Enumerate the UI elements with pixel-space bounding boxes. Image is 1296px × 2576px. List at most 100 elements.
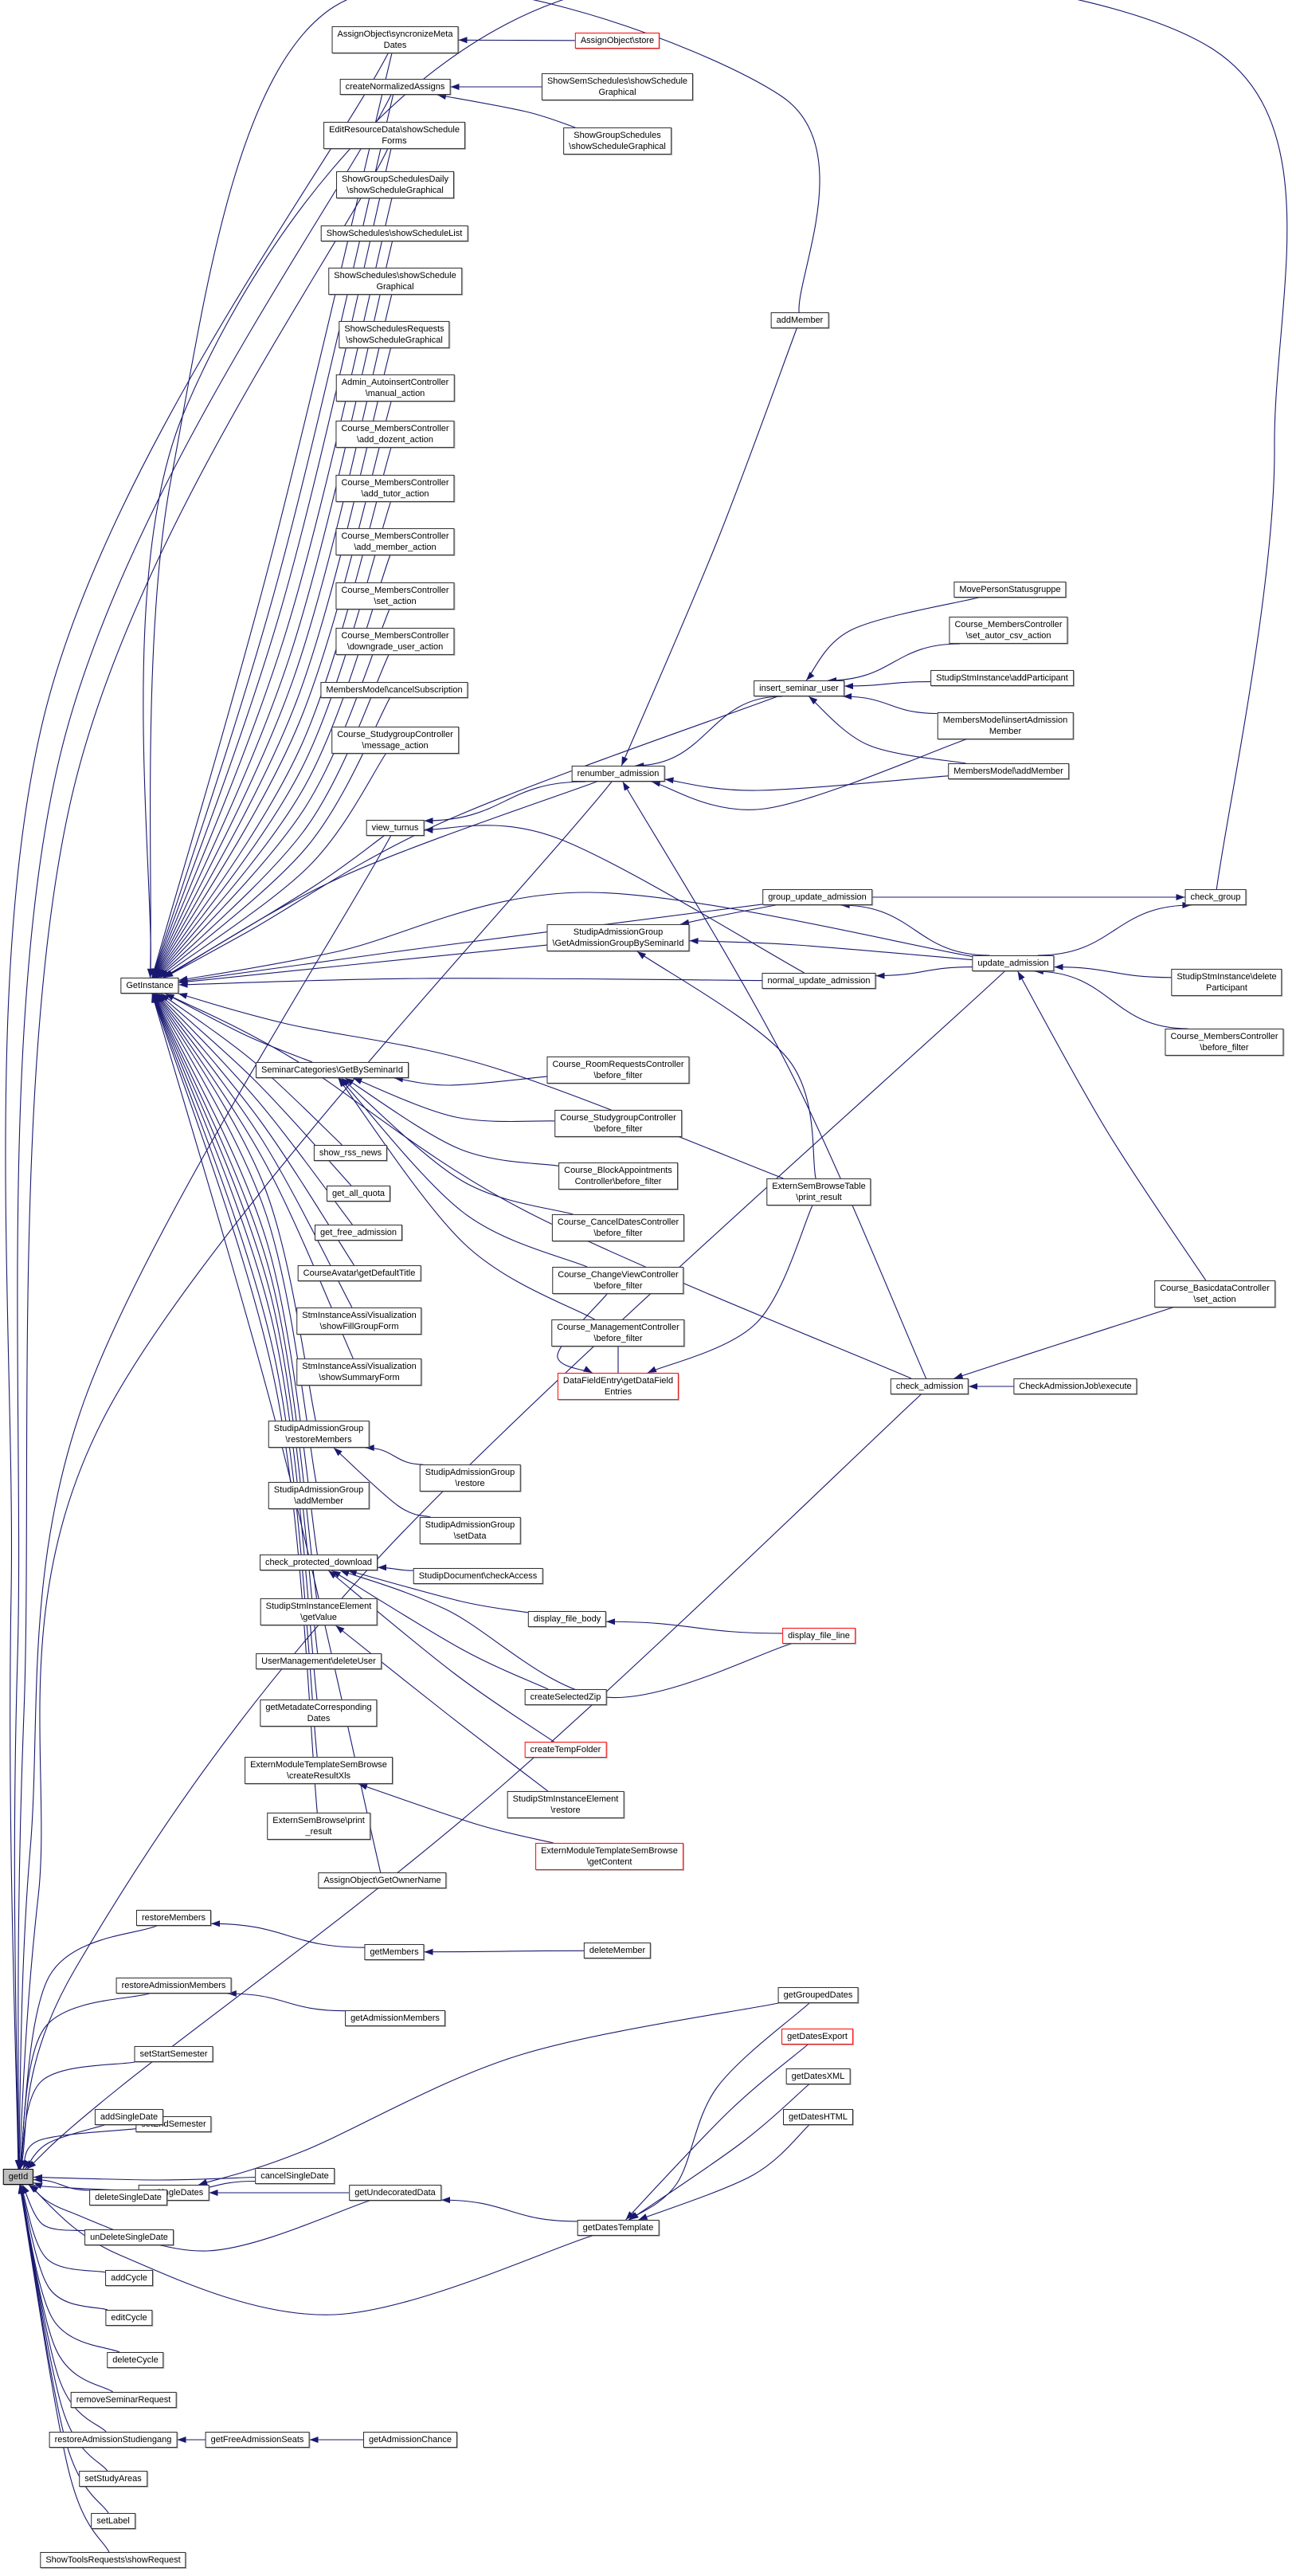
- graph-node-admin_auto[interactable]: Admin_AutoinsertController \manual_action: [335, 374, 455, 402]
- graph-node-cm_tutor[interactable]: Course_MembersController \add_tutor_actio…: [335, 474, 455, 503]
- graph-node-sd_checkacc[interactable]: StudipDocument\checkAccess: [413, 1567, 543, 1585]
- graph-node-showsem[interactable]: ShowSemSchedules\showSchedule Graphical: [541, 73, 694, 101]
- graph-node-getdatestpl[interactable]: getDatesTemplate: [577, 2219, 660, 2237]
- graph-node-ssl[interactable]: ShowSchedules\showScheduleList: [320, 225, 468, 242]
- graph-node-assign_owner[interactable]: AssignObject\GetOwnerName: [318, 1872, 447, 1889]
- graph-node-hub_getid[interactable]: getId: [2, 2168, 34, 2186]
- graph-node-ssr[interactable]: ShowSchedulesRequests \showScheduleGraphi…: [339, 320, 450, 349]
- graph-node-course_block[interactable]: Course_BlockAppointments Controller\befor…: [558, 1162, 678, 1190]
- graph-node-create_zip[interactable]: createSelectedZip: [524, 1688, 607, 1706]
- graph-node-getfreeseats[interactable]: getFreeAdmissionSeats: [205, 2431, 310, 2449]
- graph-node-course_room[interactable]: Course_RoomRequestsController \before_fil…: [546, 1056, 690, 1084]
- graph-node-setlabel[interactable]: setLabel: [91, 2512, 135, 2530]
- graph-node-disp_line[interactable]: display_file_line: [782, 1627, 856, 1645]
- graph-node-sag_restmem[interactable]: StudipAdmissionGroup \restoreMembers: [268, 1420, 370, 1449]
- graph-node-setstart[interactable]: setStartSemester: [134, 2045, 213, 2063]
- graph-node-addmember[interactable]: addMember: [770, 312, 829, 329]
- graph-node-stm_fill[interactable]: StmInstanceAssiVisualization \showFillGro…: [296, 1307, 422, 1335]
- graph-node-assign_sync[interactable]: AssignObject\syncronizeMeta Dates: [331, 25, 459, 54]
- graph-node-assign_store[interactable]: AssignObject\store: [574, 32, 660, 49]
- graph-node-restadmmem[interactable]: restoreAdmissionMembers: [116, 1977, 232, 1994]
- graph-node-course_cancel[interactable]: Course_CancelDatesController \before_filt…: [551, 1214, 685, 1242]
- graph-node-getadmmem[interactable]: getAdmissionMembers: [345, 2009, 445, 2027]
- graph-node-cm_down[interactable]: Course_MembersController \downgrade_user_…: [335, 627, 455, 656]
- graph-node-cs_msg[interactable]: Course_StudygroupController \message_acti…: [331, 726, 459, 755]
- graph-node-create_norm[interactable]: createNormalizedAssigns: [339, 78, 451, 96]
- graph-node-sgsd[interactable]: ShowGroupSchedulesDaily \showScheduleGrap…: [336, 171, 454, 199]
- graph-node-disp_body[interactable]: display_file_body: [527, 1610, 607, 1628]
- edge-arrowhead-icon: [25, 2160, 34, 2169]
- graph-node-cm_dozent[interactable]: Course_MembersController \add_dozent_acti…: [335, 420, 455, 449]
- graph-node-normal_update[interactable]: normal_update_admission: [762, 972, 876, 990]
- graph-node-move_person[interactable]: MovePersonStatusgruppe: [953, 581, 1067, 598]
- graph-node-esbt_print[interactable]: ExternSemBrowseTable \print_result: [766, 1178, 871, 1206]
- graph-node-cm_before[interactable]: Course_MembersController \before_filter: [1165, 1028, 1284, 1057]
- graph-node-sag_restore[interactable]: StudipAdmissionGroup \restore: [419, 1464, 521, 1492]
- graph-node-esb_print[interactable]: ExternSemBrowse\print _result: [267, 1812, 370, 1841]
- graph-node-group_update[interactable]: group_update_admission: [762, 888, 872, 906]
- graph-node-delcycle[interactable]: deleteCycle: [107, 2351, 164, 2369]
- graph-node-check_adm[interactable]: check_admission: [890, 1378, 969, 1395]
- graph-node-course_study[interactable]: Course_StudygroupController \before_filte…: [554, 1109, 682, 1138]
- graph-node-delmember[interactable]: deleteMember: [583, 1942, 652, 1959]
- graph-node-addsingle[interactable]: addSingleDate: [94, 2108, 164, 2126]
- graph-node-showtools[interactable]: ShowToolsRequests\showRequest: [40, 2551, 186, 2569]
- graph-node-caj_exec[interactable]: CheckAdmissionJob\execute: [1013, 1378, 1137, 1395]
- graph-node-ssie_restore[interactable]: StudipStmInstanceElement \restore: [507, 1790, 625, 1819]
- graph-node-getgrouped[interactable]: getGroupedDates: [777, 1986, 859, 2004]
- graph-node-renumber[interactable]: renumber_admission: [571, 765, 665, 782]
- graph-node-insert_user[interactable]: insert_seminar_user: [754, 680, 844, 697]
- graph-node-edit_res[interactable]: EditResourceData\showSchedule Forms: [323, 121, 465, 150]
- graph-node-getundec[interactable]: getUndecoratedData: [349, 2184, 441, 2202]
- graph-node-mm_addmem[interactable]: MembersModel\addMember: [948, 763, 1069, 780]
- graph-node-user_del[interactable]: UserManagement\deleteUser: [256, 1653, 382, 1670]
- graph-node-addcycle[interactable]: addCycle: [105, 2269, 153, 2287]
- graph-node-label: \print_result: [796, 1193, 842, 1202]
- graph-node-mm_insadm[interactable]: MembersModel\insertAdmission Member: [937, 712, 1074, 740]
- graph-node-removesem[interactable]: removeSeminarRequest: [70, 2391, 177, 2409]
- graph-node-c_avatar[interactable]: CourseAvatar\getDefaultTitle: [297, 1264, 421, 1282]
- graph-node-restoremem[interactable]: restoreMembers: [135, 1909, 212, 1927]
- graph-node-update_adm[interactable]: update_admission: [972, 955, 1055, 972]
- graph-node-hub_getinstance[interactable]: GetInstance: [120, 977, 179, 994]
- graph-node-getdatesxml[interactable]: getDatesXML: [785, 2068, 851, 2085]
- graph-node-setstudy[interactable]: setStudyAreas: [79, 2470, 147, 2488]
- graph-node-editcycle[interactable]: editCycle: [105, 2309, 153, 2327]
- graph-node-getadmchance[interactable]: getAdmissionChance: [363, 2431, 457, 2449]
- graph-node-delsingle[interactable]: deleteSingleDate: [89, 2189, 167, 2206]
- graph-node-get_freeadm[interactable]: get_free_admission: [314, 1224, 403, 1241]
- graph-node-course_basic[interactable]: Course_BasicdataController \set_action: [1154, 1280, 1275, 1308]
- graph-node-emt_xls[interactable]: ExternModuleTemplateSemBrowse \createResu…: [245, 1756, 393, 1785]
- graph-node-ssg[interactable]: ShowSchedules\showSchedule Graphical: [328, 267, 462, 296]
- graph-node-undelsingle[interactable]: unDeleteSingleDate: [84, 2229, 174, 2246]
- graph-node-ssi_addpart[interactable]: StudipStmInstance\addParticipant: [930, 669, 1074, 687]
- graph-node-sag_setdata[interactable]: StudipAdmissionGroup \setData: [419, 1516, 521, 1545]
- graph-node-restadmstud[interactable]: restoreAdmissionStudiengang: [49, 2431, 178, 2449]
- graph-node-cm_setact[interactable]: Course_MembersController \set_action: [335, 582, 455, 610]
- graph-node-cm_autorcsv[interactable]: Course_MembersController \set_autor_csv_a…: [949, 616, 1068, 645]
- graph-node-sag_getadm[interactable]: StudipAdmissionGroup \GetAdmissionGroupBy…: [546, 923, 690, 952]
- graph-node-create_tmp[interactable]: createTempFolder: [524, 1741, 607, 1759]
- graph-node-sem_cat[interactable]: SeminarCategories\GetBySeminarId: [256, 1061, 409, 1079]
- graph-node-check_prot[interactable]: check_protected_download: [260, 1554, 378, 1571]
- graph-node-datafield[interactable]: DataFieldEntry\getDataField Entries: [557, 1372, 679, 1401]
- graph-node-getmembers[interactable]: getMembers: [364, 1943, 425, 1961]
- graph-node-sag_addmem[interactable]: StudipAdmissionGroup \addMember: [268, 1481, 370, 1510]
- graph-node-mm_cancel[interactable]: MembersModel\cancelSubscription: [320, 681, 468, 699]
- graph-node-get_quota[interactable]: get_all_quota: [326, 1185, 391, 1202]
- graph-node-ssi_delpart[interactable]: StudipStmInstance\delete Participant: [1171, 968, 1282, 997]
- graph-node-course_change[interactable]: Course_ChangeViewController \before_filte…: [552, 1266, 684, 1295]
- graph-node-check_group[interactable]: check_group: [1184, 888, 1247, 906]
- graph-node-getdatesexp[interactable]: getDatesExport: [781, 2028, 853, 2045]
- graph-node-cancelsingle[interactable]: cancelSingleDate: [255, 2167, 335, 2185]
- graph-node-cm_member[interactable]: Course_MembersController \add_member_acti…: [335, 527, 455, 556]
- graph-node-course_mgmt[interactable]: Course_ManagementController \before_filte…: [551, 1319, 685, 1347]
- graph-node-ssie_getval[interactable]: StudipStmInstanceElement \getValue: [260, 1598, 378, 1626]
- graph-node-showgroup[interactable]: ShowGroupSchedules \showScheduleGraphical: [563, 127, 671, 155]
- graph-node-show_rss[interactable]: show_rss_news: [313, 1144, 388, 1162]
- graph-node-stm_sum[interactable]: StmInstanceAssiVisualization \showSummary…: [296, 1358, 422, 1386]
- graph-node-view_turnus[interactable]: view_turnus: [366, 819, 425, 837]
- graph-node-emt_content[interactable]: ExternModuleTemplateSemBrowse \getContent: [535, 1842, 683, 1871]
- graph-node-meta_dates[interactable]: getMetadateCorresponding Dates: [260, 1699, 378, 1727]
- graph-node-getdateshtml[interactable]: getDatesHTML: [783, 2108, 853, 2126]
